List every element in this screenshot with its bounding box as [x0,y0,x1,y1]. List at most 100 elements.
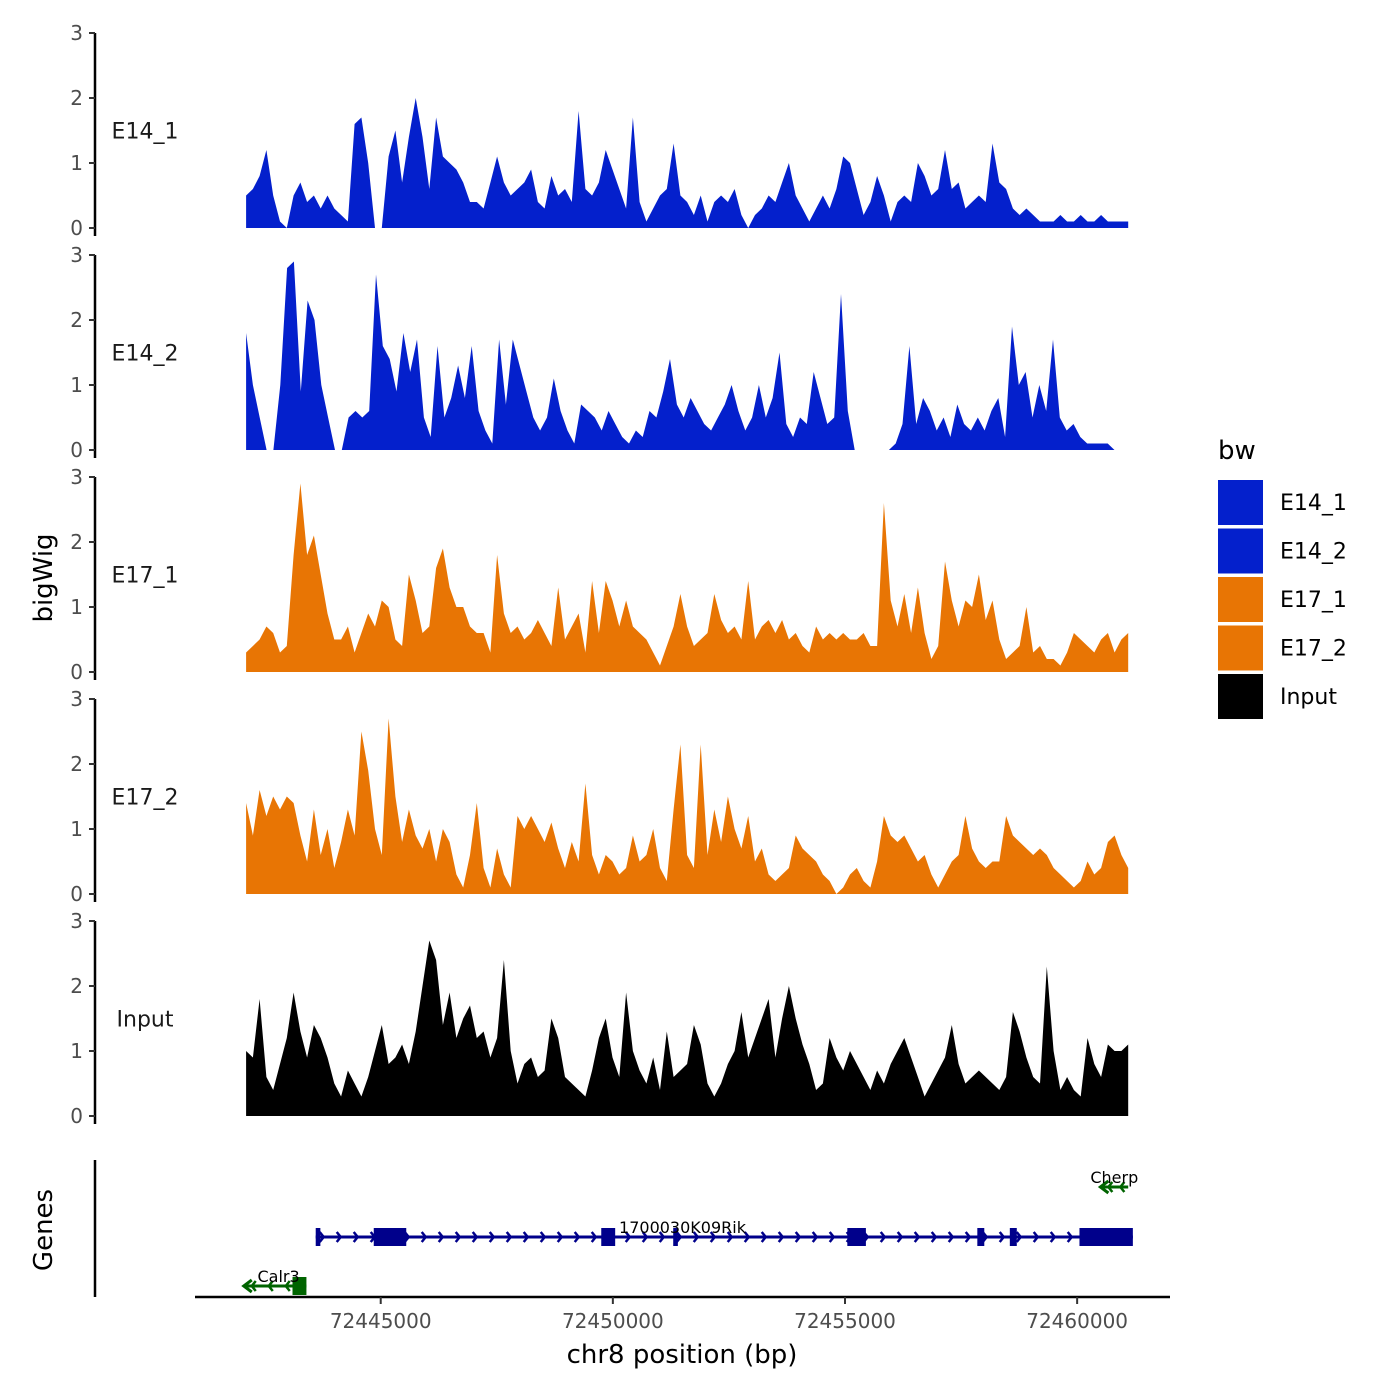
legend-entry-E14_1: E14_1 [1218,480,1347,525]
strand-chevron [318,1231,326,1243]
strand-chevron [488,1231,496,1243]
track-label: Input [117,1008,174,1033]
coverage-area-E17_2 [246,718,1129,894]
gene-label: 1700030K09Rik [619,1218,747,1237]
gene-Cherp: Cherp [1090,1168,1138,1195]
track-label: E14_2 [112,342,179,367]
track-label: E14_1 [112,120,179,145]
x-axis-title: chr8 position (bp) [567,1340,798,1370]
strand-chevron [522,1231,530,1243]
y-tick-label: 2 [70,86,83,110]
y-tick-label: 0 [70,1104,83,1128]
strand-chevron [743,1231,751,1243]
track-E17_2: 0 1 2 3 E17_2 [70,687,1129,906]
genes-panel: 72445000 72450000 72455000 72460000 1700030K… [93,1160,1170,1333]
strand-chevron [692,1231,700,1243]
legend-entry-E17_1: E17_1 [1218,577,1347,622]
coverage-tracks: 0 1 2 3 E14_1 0 1 2 3 E14_2 0 1 2 3 E17_1 0 1 2 3 E17_2 0 1 2 3… [70,21,1129,1128]
y-tick-label: 1 [70,1039,83,1063]
y-tick-label: 3 [70,909,83,933]
coverage-area-Input [246,940,1129,1116]
strand-chevron [454,1231,462,1243]
gene-label: Calr3 [257,1267,299,1286]
strand-chevron [709,1231,717,1243]
exon-block [1009,1228,1017,1246]
legend-label: E17_1 [1280,588,1347,613]
strand-chevron [811,1231,819,1243]
y-tick-label: 2 [70,308,83,332]
strand-arrowhead [1097,1179,1110,1195]
legend-swatch [1218,625,1263,671]
exon-block [601,1228,616,1246]
strand-chevron [913,1231,921,1243]
x-tick-label: 72455000 [794,1309,896,1333]
y-tick-label: 2 [70,752,83,776]
track-E17_1: 0 1 2 3 E17_1 [70,465,1129,684]
strand-chevron [590,1231,598,1243]
strand-chevron [794,1231,802,1243]
coverage-area-E14_1 [246,98,1129,228]
strand-chevron [352,1231,360,1243]
legend-label: Input [1280,685,1337,710]
strand-chevron [284,1280,291,1292]
legend-swatch [1218,528,1263,574]
legend-swatch [1218,577,1263,622]
x-tick-label: 72450000 [562,1309,664,1333]
x-tick-label: 72460000 [1026,1309,1128,1333]
legend: bw E14_1 E14_2 E17_1 E17_2 Input [1218,436,1347,719]
strand-chevron [1118,1181,1126,1193]
y-tick-label: 2 [70,530,83,554]
y-tick-label: 3 [70,243,83,267]
legend-entry-E14_2: E14_2 [1218,528,1347,574]
y-tick-label: 2 [70,974,83,998]
y-tick-label: 1 [70,151,83,175]
y-axis-title: bigWig [29,533,59,622]
strand-chevron [1015,1231,1023,1243]
genes-axis-title: Genes [29,1189,59,1271]
strand-chevron [1032,1231,1040,1243]
track-Input: 0 1 2 3 Input [70,909,1129,1128]
strand-chevron [1049,1231,1057,1243]
y-tick-label: 0 [70,882,83,906]
coverage-area-E17_1 [246,483,1129,672]
coverage-area-E14_2 [246,261,1129,450]
strand-chevron [828,1231,836,1243]
track-E14_2: 0 1 2 3 E14_2 [70,243,1129,462]
strand-chevron [624,1231,632,1243]
y-tick-label: 3 [70,21,83,45]
strand-chevron [675,1231,683,1243]
y-tick-label: 1 [70,817,83,841]
y-tick-label: 0 [70,438,83,462]
exon-block [847,1228,866,1246]
strand-chevron [641,1231,649,1243]
legend-label: E14_2 [1280,540,1347,565]
strand-chevron [896,1231,904,1243]
exon-block [292,1277,307,1295]
strand-chevron [1066,1231,1074,1243]
legend-swatch [1218,480,1263,525]
strand-chevron [556,1231,564,1243]
strand-chevron [726,1231,734,1243]
y-tick-label: 3 [70,465,83,489]
strand-chevron [539,1231,547,1243]
exon-block [977,1228,985,1246]
track-label: E17_2 [112,786,179,811]
strand-chevron [947,1231,955,1243]
legend-title: bw [1218,436,1256,466]
exon-block [315,1228,321,1246]
strand-chevron [1106,1181,1114,1193]
strand-chevron [777,1231,785,1243]
strand-chevron [505,1231,513,1243]
legend-swatch [1218,674,1263,719]
strand-chevron [420,1231,428,1243]
exon-block [673,1228,678,1246]
legend-entry-E17_2: E17_2 [1218,625,1347,671]
strand-chevron [760,1231,768,1243]
exon-block [1079,1228,1133,1246]
legend-entry-Input: Input [1218,674,1337,719]
y-tick-label: 0 [70,660,83,684]
strand-chevron [658,1231,666,1243]
strand-chevron [930,1231,938,1243]
strand-chevron [879,1231,887,1243]
